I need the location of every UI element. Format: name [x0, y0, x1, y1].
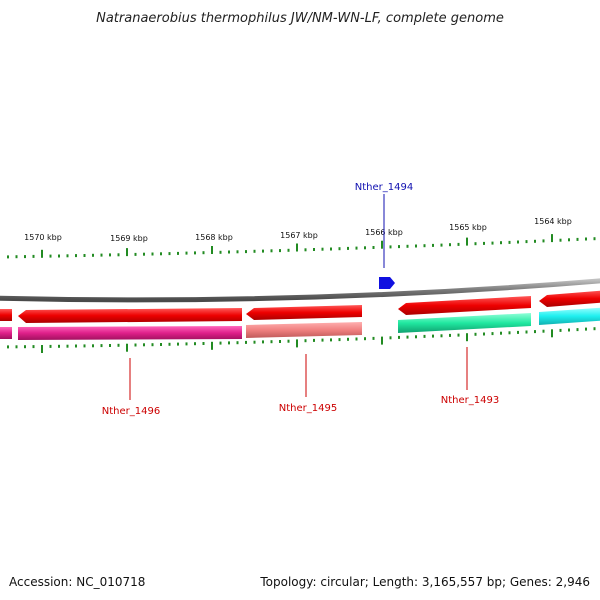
map-title: Natranaerobius thermophilus JW/NM-WN-LF,… [96, 11, 504, 26]
cds-arrow[interactable] [0, 309, 12, 321]
gene-label-nther-1493[interactable]: Nther_1493 [441, 395, 499, 406]
ruler-labels: 1570 kbp 1569 kbp 1568 kbp 1567 kbp 1566… [24, 217, 572, 243]
inner-ruler-ticks [7, 327, 596, 353]
gene-nther-1494[interactable] [379, 277, 395, 289]
cds-arrow[interactable] [246, 305, 362, 320]
gene-right-edge[interactable] [539, 307, 600, 325]
gene-nther-1493[interactable] [398, 313, 531, 333]
cds-arrow[interactable] [398, 296, 531, 315]
gene-label-leaders [129, 194, 468, 400]
accession-text: Accession: NC_010718 [9, 575, 145, 589]
cds-arrow[interactable] [18, 308, 242, 323]
ruler-label: 1567 kbp [280, 231, 318, 240]
gene-track [0, 307, 600, 340]
genome-backbone [0, 278, 600, 303]
cds-track [0, 290, 600, 323]
ruler-label: 1568 kbp [195, 233, 233, 242]
gene-label-nther-1494[interactable]: Nther_1494 [355, 182, 413, 193]
gene-nther-1496[interactable] [18, 326, 242, 340]
gene-label-nther-1495[interactable]: Nther_1495 [279, 403, 337, 414]
gene-nther-1495[interactable] [246, 322, 362, 338]
gene-label-nther-1496[interactable]: Nther_1496 [102, 406, 160, 417]
gene-left-edge[interactable] [0, 327, 12, 339]
ruler-label: 1565 kbp [449, 223, 487, 232]
ruler-label: 1570 kbp [24, 233, 62, 242]
ruler-label: 1569 kbp [110, 234, 148, 243]
cds-arrow[interactable] [539, 290, 600, 307]
genome-summary-text: Topology: circular; Length: 3,165,557 bp… [259, 575, 590, 589]
ruler-label: 1564 kbp [534, 217, 572, 226]
outer-ruler-ticks [7, 234, 596, 259]
